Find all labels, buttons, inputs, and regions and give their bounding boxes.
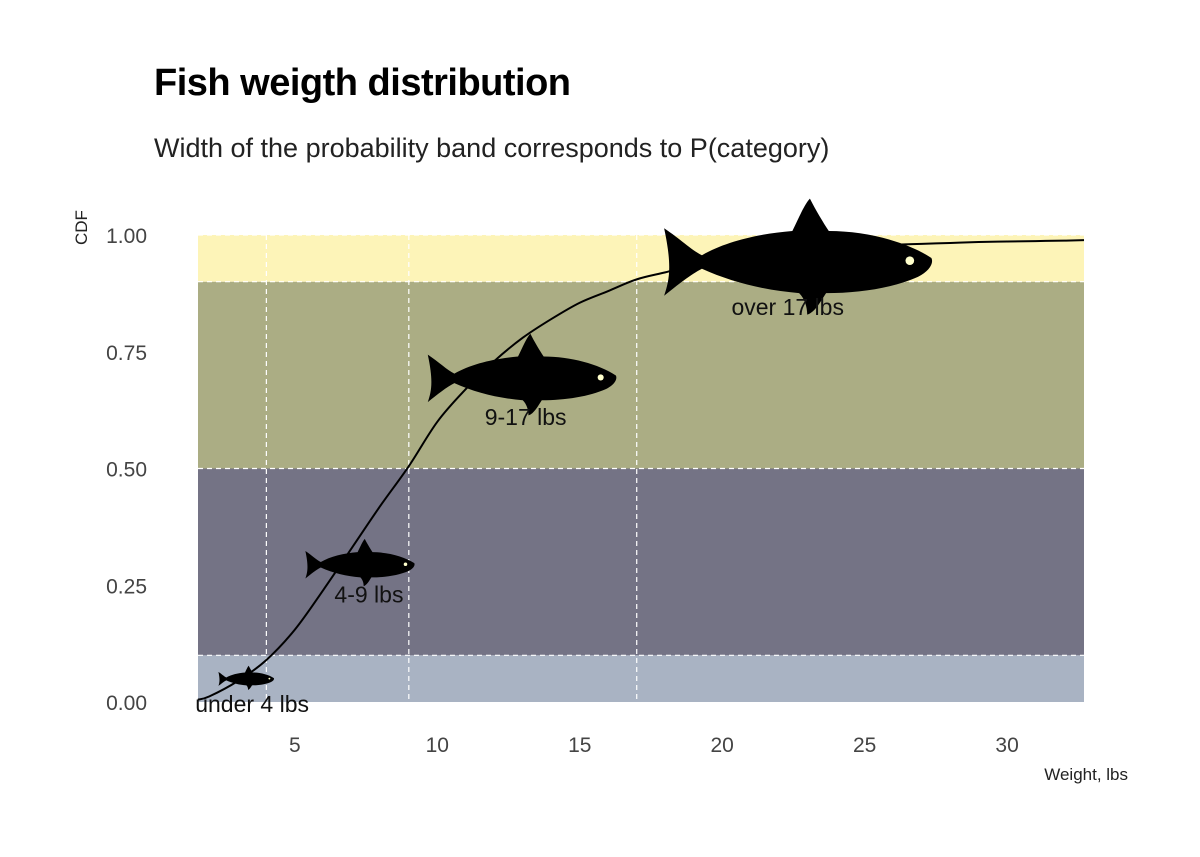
probability-band-0 bbox=[198, 655, 1084, 702]
chart-subtitle: Width of the probability band correspond… bbox=[154, 133, 830, 163]
x-axis-label: Weight, lbs bbox=[1044, 765, 1128, 784]
probability-band-2 bbox=[198, 281, 1084, 469]
y-tick-label-2: 0.50 bbox=[106, 459, 147, 482]
x-tick-label-3: 20 bbox=[711, 734, 734, 757]
y-tick-label-4: 1.00 bbox=[106, 225, 147, 248]
x-tick-label-5: 30 bbox=[995, 734, 1018, 757]
chart-title: Fish weigth distribution bbox=[154, 62, 571, 104]
category-label-0: under 4 lbs bbox=[195, 691, 309, 717]
x-tick-label-0: 5 bbox=[289, 734, 301, 757]
x-tick-label-4: 25 bbox=[853, 734, 876, 757]
y-tick-label-0: 0.00 bbox=[106, 692, 147, 715]
x-tick-label-1: 10 bbox=[426, 734, 449, 757]
category-label-3: over 17 lbs bbox=[731, 294, 844, 320]
cdf-line-0 bbox=[197, 239, 1085, 701]
y-tick-label-3: 0.75 bbox=[106, 342, 147, 365]
category-label-1: 4-9 lbs bbox=[334, 581, 403, 607]
y-axis-label: CDF bbox=[72, 210, 91, 245]
y-tick-label-1: 0.25 bbox=[106, 575, 147, 598]
category-label-2: 9-17 lbs bbox=[485, 404, 567, 430]
x-tick-label-2: 15 bbox=[568, 734, 591, 757]
